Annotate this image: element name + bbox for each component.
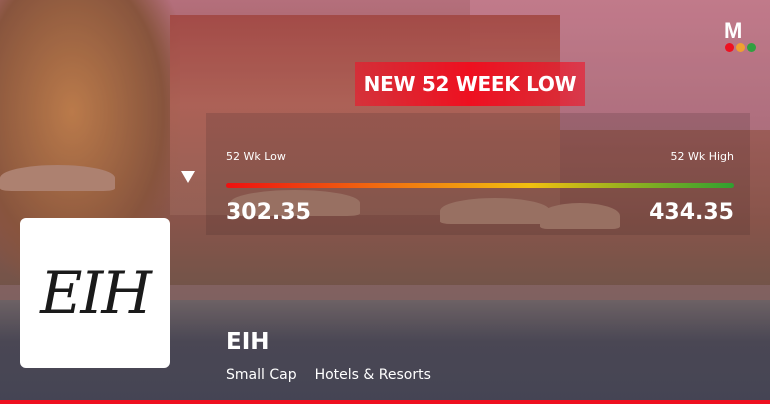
high-value: 434.35: [649, 200, 734, 225]
high-label: 52 Wk High: [670, 150, 734, 163]
range-bar: [226, 183, 734, 188]
brand-logo: M: [724, 18, 743, 43]
low-label: 52 Wk Low: [226, 150, 286, 163]
range-panel: [206, 113, 750, 235]
company-logo: EIH: [20, 218, 170, 368]
low-value: 302.35: [226, 200, 311, 225]
industry-tag: Hotels & Resorts: [314, 367, 431, 383]
bottom-accent-line: [0, 400, 770, 404]
banner-52-week-low: NEW 52 WEEK LOW: [355, 62, 585, 106]
market-cap-tag: Small Cap: [226, 367, 297, 383]
company-tags: Small Cap Hotels & Resorts: [226, 367, 431, 383]
current-price-marker-icon: [181, 171, 195, 183]
brand-dots: [725, 43, 756, 52]
banner-title: NEW 52 WEEK LOW: [363, 72, 577, 96]
company-name: EIH: [226, 329, 270, 355]
